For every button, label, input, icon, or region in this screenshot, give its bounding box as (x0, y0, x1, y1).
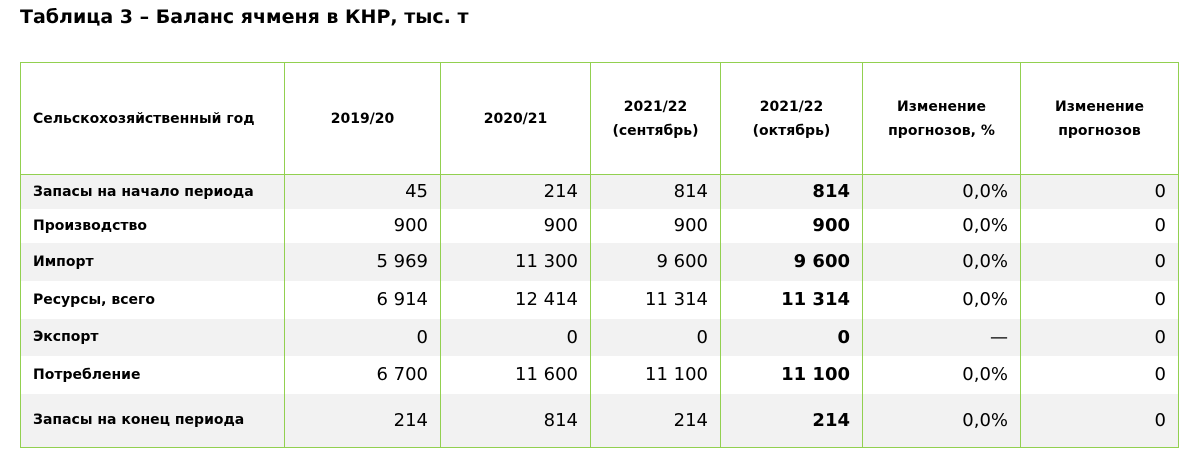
value-cell: 5 969 (284, 242, 441, 281)
value-cell: 0,0% (862, 242, 1021, 281)
value-cell: 6 700 (284, 355, 441, 394)
table-body: Запасы на начало периода 45 214 814 814 0,0% 0… (20, 174, 1179, 448)
table-row: Потребление 6 700 11 600 11 100 11 100 0,0% 0 (20, 355, 1179, 394)
row-label: Запасы на начало периода (20, 174, 285, 209)
value-cell: 9 600 (720, 242, 863, 281)
value-cell: 12 414 (440, 280, 591, 319)
row-label: Экспорт (20, 318, 285, 356)
value-cell: 11 314 (590, 280, 721, 319)
value-cell: 11 100 (590, 355, 721, 394)
row-label: Запасы на конец периода (20, 393, 285, 448)
table-row: Импорт 5 969 11 300 9 600 9 600 0,0% 0 (20, 242, 1179, 281)
table-row: Экспорт 0 0 0 0—0 (20, 318, 1179, 356)
value-cell: 900 (720, 208, 863, 243)
value-cell: 0,0% (862, 280, 1021, 319)
table-row: Запасы на начало периода 45 214 814 814 0,0% 0 (20, 174, 1179, 209)
row-label: Импорт (20, 242, 285, 281)
header-cell: 2021/22 (сентябрь) (590, 62, 721, 175)
value-cell: 900 (284, 208, 441, 243)
value-cell: 0,0% (862, 208, 1021, 243)
value-cell: 0 (1020, 174, 1179, 209)
value-cell: 11 300 (440, 242, 591, 281)
value-cell: 214 (284, 393, 441, 448)
value-cell: 0 (284, 318, 441, 356)
row-label: Ресурсы, всего (20, 280, 285, 319)
value-cell: 214 (590, 393, 721, 448)
table-row: Производство 900 900 900 900 0,0% 0 (20, 208, 1179, 243)
value-cell: 0 (1020, 318, 1179, 356)
value-cell: 0 (1020, 355, 1179, 394)
balance-table: Сельскохозяйственный год 2019/20 2020/21 20… (20, 62, 1179, 448)
value-cell: 0 (1020, 280, 1179, 319)
header-cell: 2021/22 (октябрь) (720, 62, 863, 175)
value-cell: 0 (590, 318, 721, 356)
value-cell: 814 (590, 174, 721, 209)
value-cell: 214 (440, 174, 591, 209)
table-title: Таблица 3 – Баланс ячменя в КНР, тыс. т (20, 6, 469, 28)
value-cell: 11 314 (720, 280, 863, 319)
value-cell: 900 (590, 208, 721, 243)
header-cell: 2019/20 (284, 62, 441, 175)
header-cell: Изменение прогнозов, % (862, 62, 1021, 175)
value-cell: 0 (1020, 208, 1179, 243)
value-cell: 0 (1020, 393, 1179, 448)
value-cell: 0,0% (862, 355, 1021, 394)
value-cell: 900 (440, 208, 591, 243)
value-cell: 0,0% (862, 393, 1021, 448)
header-cell: Изменение прогнозов (1020, 62, 1179, 175)
value-cell: 45 (284, 174, 441, 209)
value-cell: 6 914 (284, 280, 441, 319)
table-row: Запасы на конец периода 214 814 214 214 0,0% 0 (20, 393, 1179, 448)
value-cell: 214 (720, 393, 863, 448)
value-cell: 814 (720, 174, 863, 209)
value-cell: 0 (1020, 242, 1179, 281)
value-cell: 11 600 (440, 355, 591, 394)
value-cell: 814 (440, 393, 591, 448)
header-cell: 2020/21 (440, 62, 591, 175)
row-label: Производство (20, 208, 285, 243)
value-cell: 0 (720, 318, 863, 356)
header-cell: Сельскохозяйственный год (20, 62, 285, 175)
value-cell: 0 (440, 318, 591, 356)
value-cell: 9 600 (590, 242, 721, 281)
value-cell: 11 100 (720, 355, 863, 394)
value-cell: 0,0% (862, 174, 1021, 209)
row-label: Потребление (20, 355, 285, 394)
value-cell: — (862, 318, 1021, 356)
table-row: Ресурсы, всего 6 914 12 414 11 314 11 314 0,0… (20, 280, 1179, 319)
header-row: Сельскохозяйственный год 2019/20 2020/21 20… (20, 62, 1179, 175)
